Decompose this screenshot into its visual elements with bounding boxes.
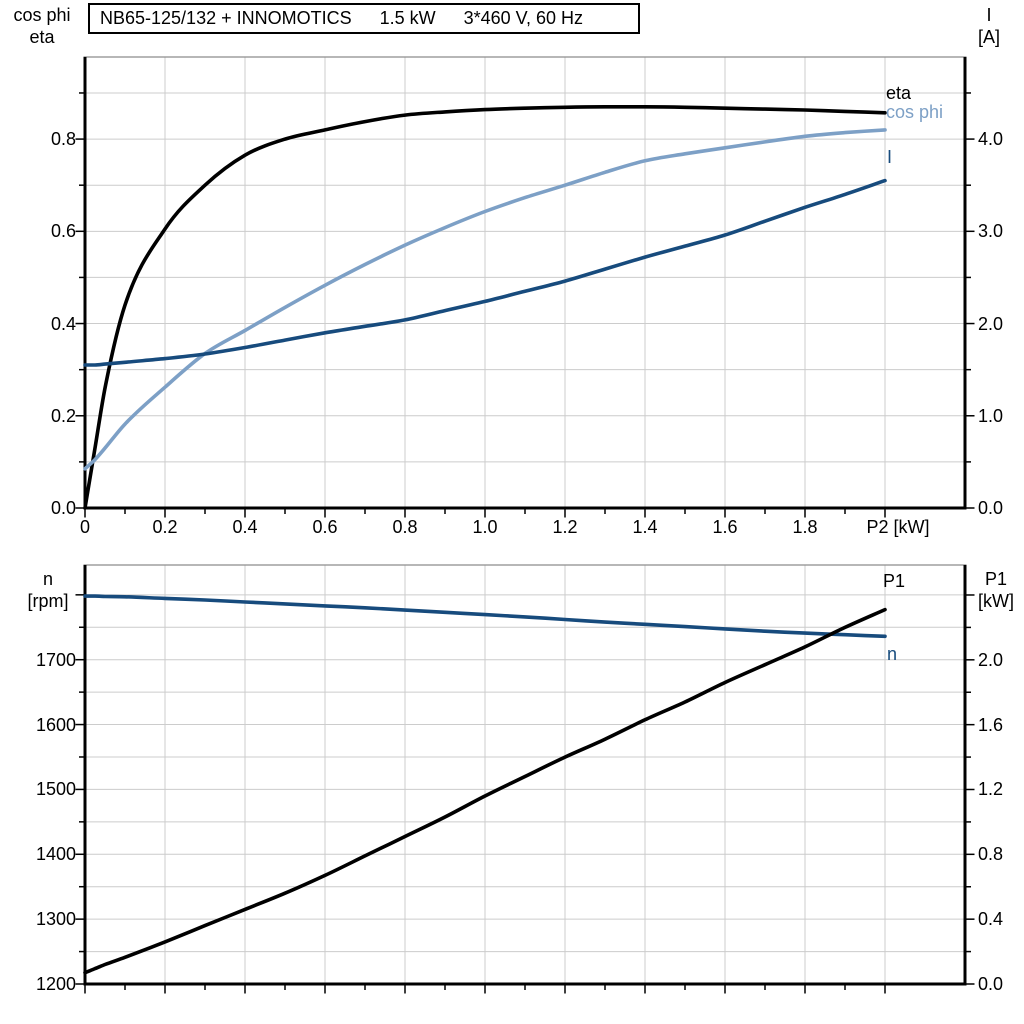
curve-n bbox=[83, 594, 887, 639]
eta-curve-label: eta bbox=[886, 83, 912, 103]
top-left-axis-tick-label: 0.6 bbox=[50, 221, 76, 242]
bottom-left-axis-tick-label: 1600 bbox=[35, 714, 76, 735]
p2-axis-tick-label: 1.0 bbox=[472, 517, 498, 537]
cos-phi-axis-label: cos phi bbox=[13, 5, 71, 25]
bottom-left-axis-tick-label: 1500 bbox=[35, 779, 76, 800]
p2-axis-tick-label: 1.2 bbox=[552, 517, 578, 537]
curve-i bbox=[83, 178, 887, 367]
title-rated-power: 1.5 kW bbox=[379, 8, 436, 28]
bottom-left-axis-tick-label: 1400 bbox=[35, 844, 76, 865]
curve-eta bbox=[83, 104, 887, 510]
bottom-right-axis-tick-label: 0.0 bbox=[978, 974, 1004, 994]
top-right-axis-tick-label: 0.0 bbox=[978, 498, 1004, 518]
bottom-right-axis-tick-label: 2.0 bbox=[978, 649, 1004, 670]
top-right-axis-title: I [A] bbox=[978, 4, 1000, 48]
panel-axes-frame bbox=[83, 57, 967, 510]
chart-title-box: NB65-125/132 + INNOMOTICS 1.5 kW 3*460 V… bbox=[88, 3, 640, 34]
top-left-axis-tick-label: 0.0 bbox=[50, 498, 76, 518]
p2-axis-tick-label: 1.6 bbox=[712, 517, 738, 537]
bottom-right-axis-title: P1 [kW] bbox=[978, 568, 1014, 612]
panel-axes-frame bbox=[83, 565, 967, 986]
cos-phi-curve-label: cos phi bbox=[886, 102, 944, 122]
speed-axis-label: n bbox=[42, 569, 54, 589]
speed-axis-unit-label: [rpm] bbox=[27, 591, 69, 611]
p2-axis-tick-label: 0.6 bbox=[312, 517, 338, 537]
p1-axis-unit-label: [kW] bbox=[978, 591, 1014, 611]
bottom-left-axis-title: n [rpm] bbox=[27, 568, 68, 612]
p1-curve-label: P1 bbox=[883, 571, 906, 591]
p2-axis-tick-label: 1.8 bbox=[792, 517, 818, 537]
top-right-axis-tick-label: 2.0 bbox=[978, 313, 1004, 334]
top-left-axis-title: cos phi eta bbox=[13, 4, 70, 48]
curve-p1 bbox=[83, 607, 887, 975]
curve-cos-phi bbox=[83, 128, 887, 471]
title-pump-model: NB65-125/132 + INNOMOTICS bbox=[100, 8, 352, 28]
top-right-axis-tick-label: 4.0 bbox=[978, 129, 1004, 150]
p2-axis-tick-label: 1.4 bbox=[632, 517, 658, 537]
bottom-right-axis-tick-label: 1.2 bbox=[978, 779, 1004, 800]
speed-curve-label: n bbox=[887, 644, 898, 664]
bottom-left-axis-tick-label: 1300 bbox=[35, 909, 76, 930]
bottom-right-axis-tick-label: 0.4 bbox=[978, 909, 1004, 930]
top-right-axis-tick-label: 3.0 bbox=[978, 221, 1004, 242]
top-left-axis-tick-label: 0.8 bbox=[50, 129, 76, 150]
bottom-left-axis-tick-label: 1700 bbox=[35, 649, 76, 670]
top-right-axis-tick-label: 1.0 bbox=[978, 405, 1004, 426]
bottom-left-axis-tick-label: 1200 bbox=[35, 974, 76, 994]
current-curve-label: I bbox=[887, 147, 893, 167]
title-voltage-frequency: 3*460 V, 60 Hz bbox=[463, 8, 584, 28]
bottom-right-axis-tick-label: 1.6 bbox=[978, 714, 1004, 735]
p2-axis-tick-label: 0.8 bbox=[392, 517, 418, 537]
eta-axis-label: eta bbox=[29, 27, 55, 47]
p2-axis-tick-label: 0.2 bbox=[152, 517, 178, 537]
current-axis-unit-label: [A] bbox=[977, 27, 1001, 47]
p1-axis-label: P1 bbox=[984, 569, 1008, 589]
x-axis-unit-label: P2 [kW] bbox=[866, 517, 930, 537]
top-left-axis-tick-label: 0.4 bbox=[50, 313, 76, 334]
bottom-right-axis-tick-label: 0.8 bbox=[978, 844, 1004, 865]
p2-axis-tick-label: 0.4 bbox=[232, 517, 258, 537]
top-left-axis-tick-label: 0.2 bbox=[50, 405, 76, 426]
current-axis-label: I bbox=[986, 5, 992, 25]
p2-axis-tick-label: 0 bbox=[79, 517, 91, 537]
